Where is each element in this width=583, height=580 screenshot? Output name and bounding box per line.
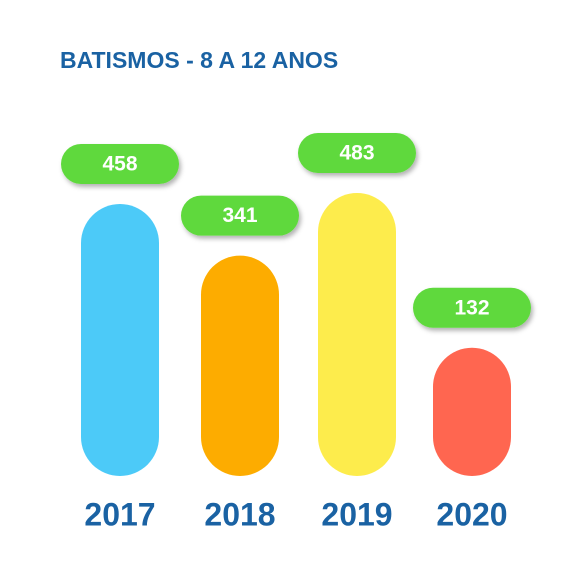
value-label: 483 (339, 142, 374, 165)
bar (433, 347, 511, 476)
value-label: 341 (222, 204, 257, 227)
bar (201, 255, 279, 476)
value-label-bg (181, 195, 299, 236)
value-label-bg (298, 133, 416, 173)
value-label: 458 (102, 153, 137, 176)
chart-title: BATISMOS - 8 A 12 ANOS (60, 47, 338, 73)
x-tick-label: 2020 (436, 496, 507, 532)
bar (81, 204, 159, 476)
value-label-bg (61, 144, 179, 185)
x-tick-label: 2018 (204, 496, 275, 532)
bar (318, 193, 396, 476)
value-label: 132 (454, 296, 489, 319)
x-tick-label: 2017 (84, 496, 155, 532)
value-label-bg (413, 287, 531, 328)
x-tick-label: 2019 (321, 496, 392, 532)
